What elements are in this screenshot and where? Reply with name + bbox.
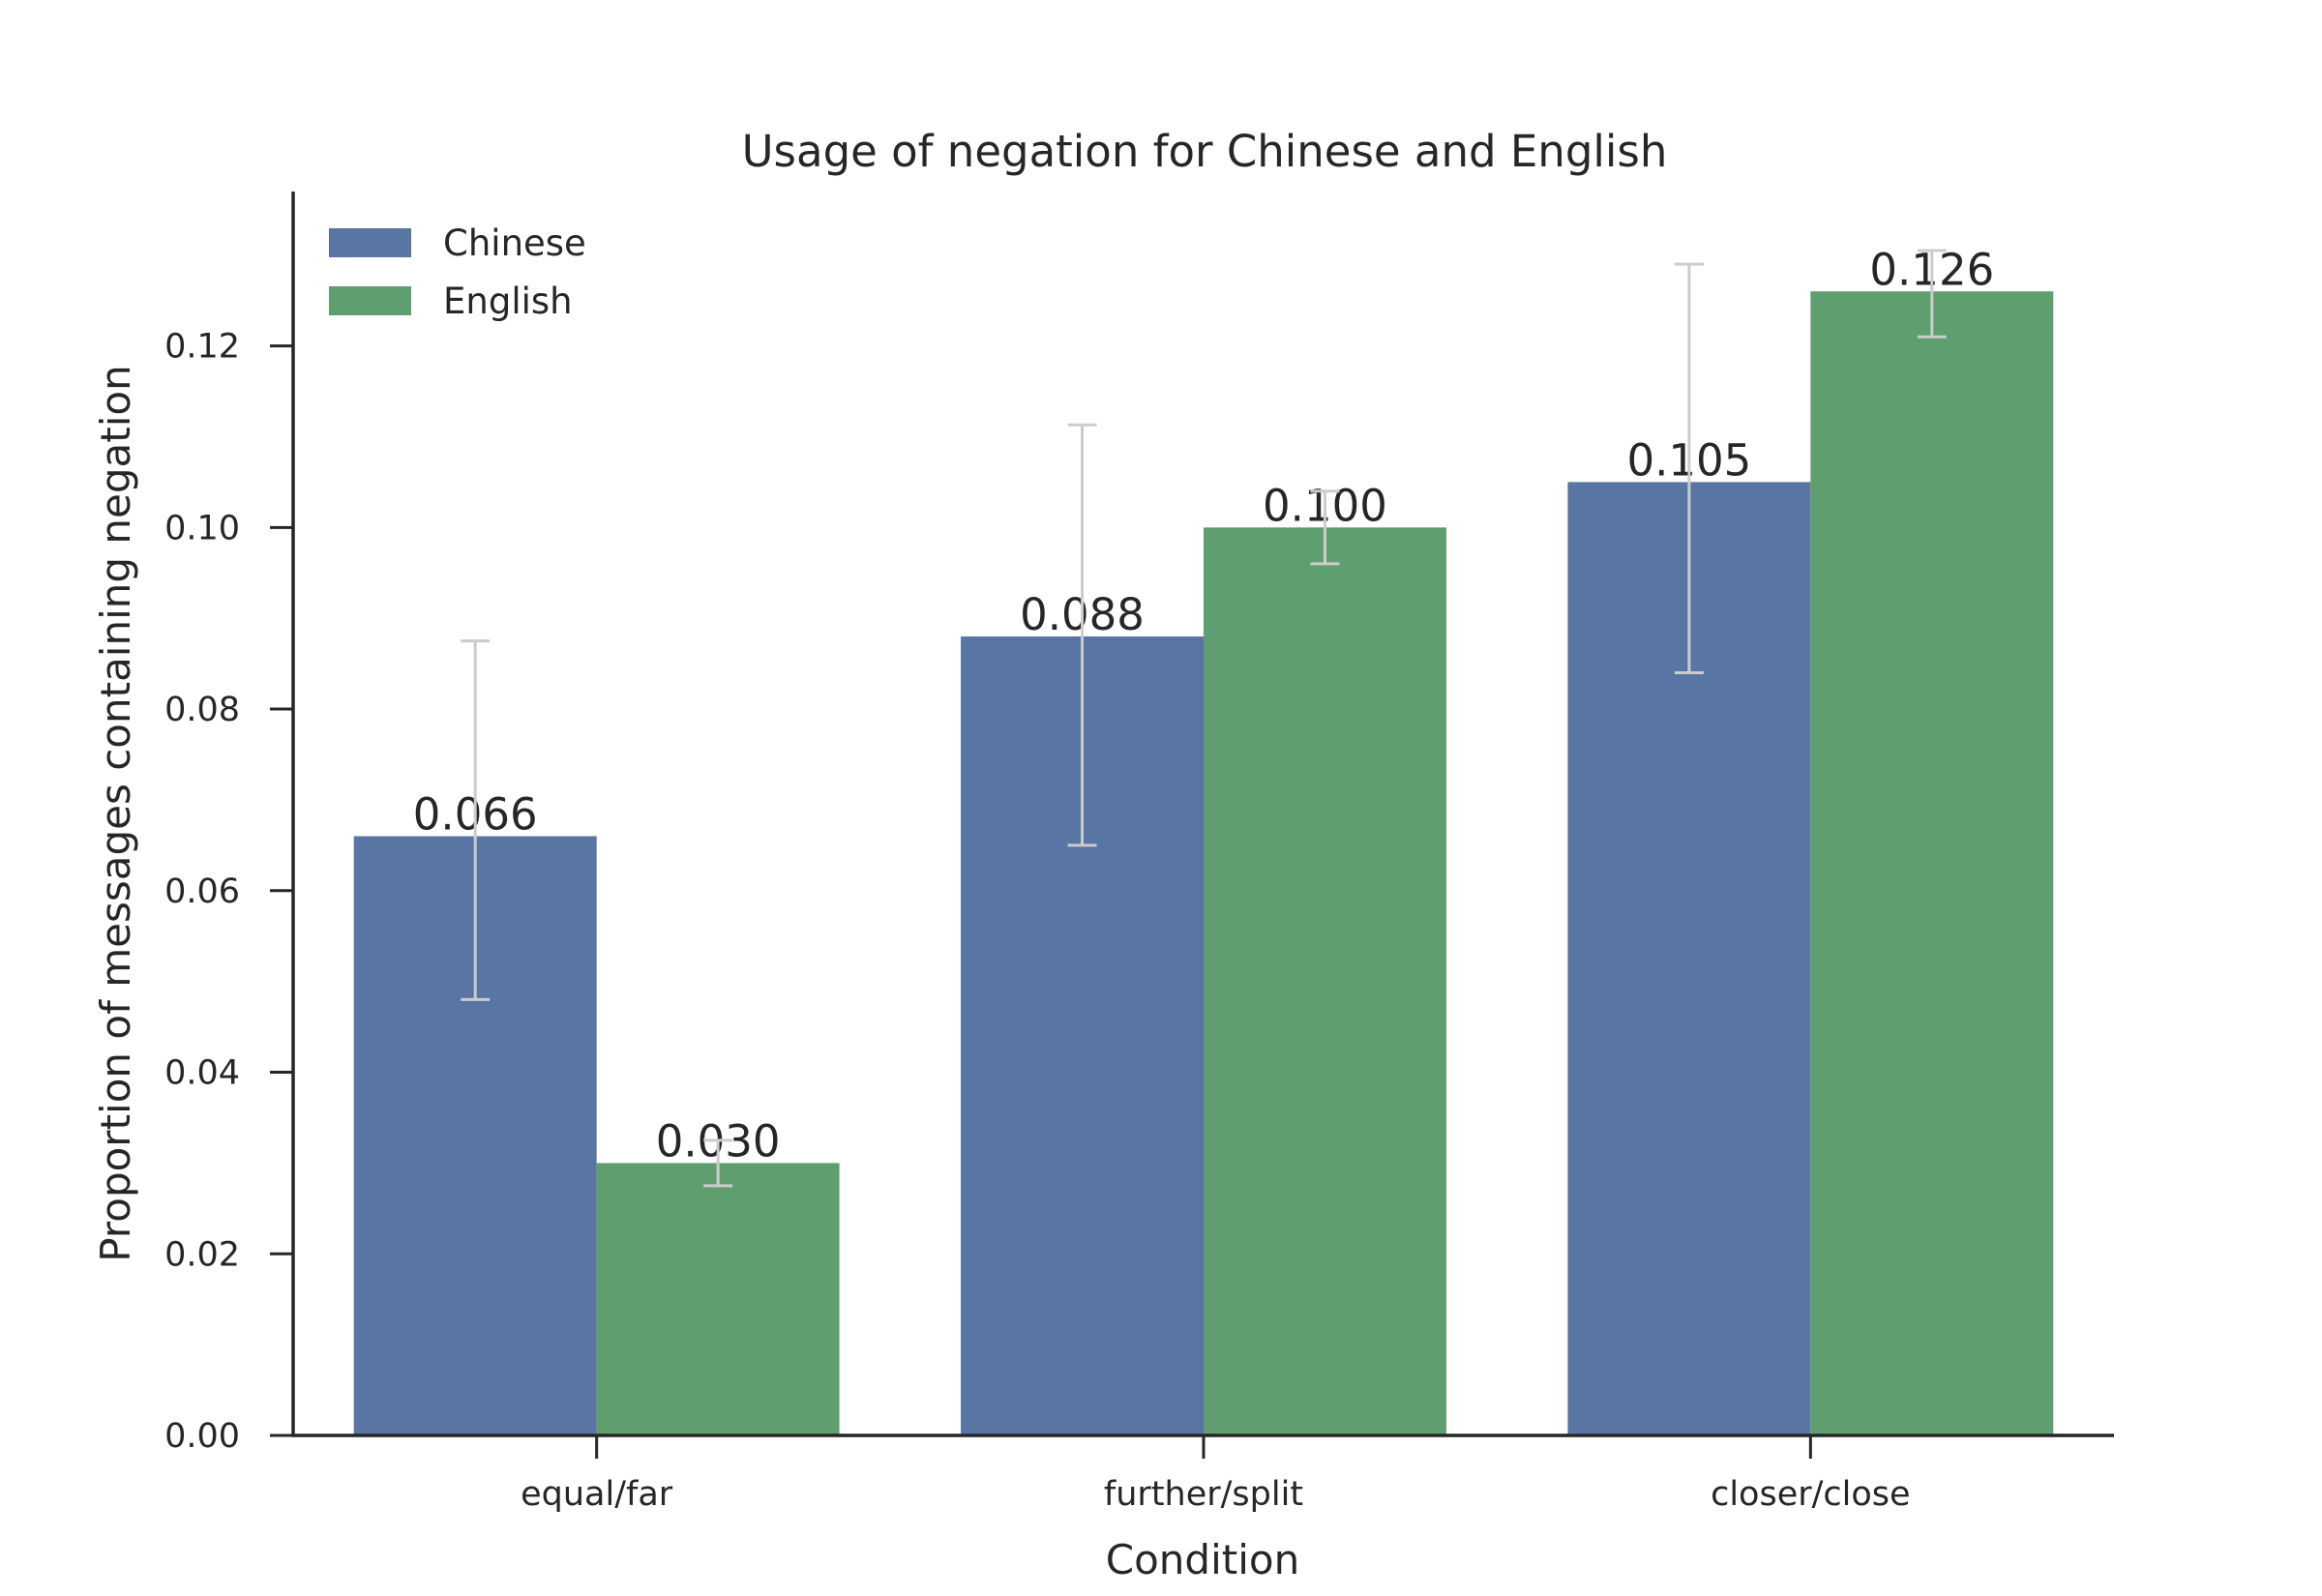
y-tick-label-1: 0.02	[164, 1235, 240, 1274]
y-tick-label-5: 0.10	[164, 509, 240, 547]
error-bars	[461, 249, 1947, 1188]
chart-title: Usage of negation for Chinese and Englis…	[742, 126, 1668, 177]
bar-english-1	[1204, 527, 1446, 1435]
y-tick-label-0: 0.00	[164, 1417, 240, 1456]
legend-label-english: English	[443, 281, 573, 322]
x-axis-label: Condition	[1106, 1536, 1299, 1583]
y-tick-label-3: 0.06	[164, 872, 240, 911]
error-bar-chinese-0	[461, 639, 491, 1001]
y-ticks: 0.00 0.02 0.04 0.06 0.08 0.10 0.12	[164, 328, 293, 1456]
y-tick-label-4: 0.08	[164, 691, 240, 729]
x-tick-label-0: equal/far	[521, 1475, 673, 1514]
x-tick-label-1: further/split	[1104, 1475, 1303, 1514]
y-tick-label-6: 0.12	[164, 328, 240, 367]
x-tick-label-2: closer/close	[1711, 1475, 1910, 1514]
error-bar-english-1	[1310, 489, 1340, 566]
error-bar-english-0	[703, 1138, 733, 1188]
error-bar-english-2	[1917, 249, 1947, 339]
x-ticks: equal/far further/split closer/close	[521, 1435, 1911, 1514]
error-bar-chinese-1	[1067, 423, 1097, 847]
bars	[353, 291, 2054, 1436]
legend-swatch-chinese	[329, 228, 411, 257]
bar-english-2	[1810, 291, 2054, 1435]
y-axis-label: Proportion of messages containing negati…	[92, 365, 139, 1261]
error-bar-chinese-2	[1674, 262, 1704, 675]
legend-swatch-english	[329, 286, 411, 315]
bar-english-0	[596, 1163, 840, 1435]
y-tick-label-2: 0.04	[164, 1054, 240, 1093]
legend-label-chinese: Chinese	[443, 222, 586, 264]
legend: Chinese English	[329, 222, 586, 322]
